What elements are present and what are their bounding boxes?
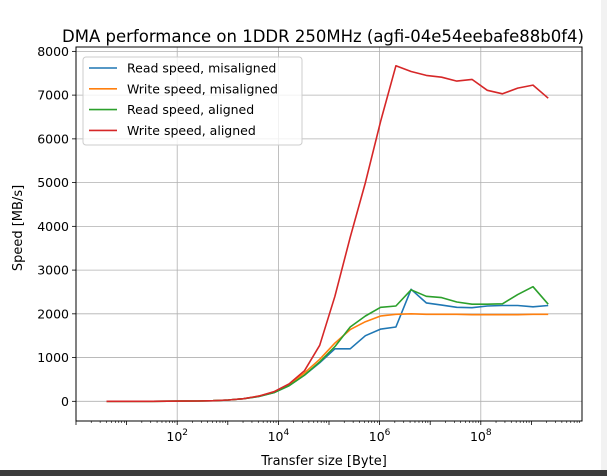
window-bottom-bar: [0, 470, 607, 476]
x-tick-label-base: 10: [268, 429, 284, 444]
legend-label: Read speed, aligned: [127, 102, 254, 117]
legend-box: [82, 56, 303, 146]
legend: Read speed, misaligned Write speed, misal…: [82, 56, 303, 146]
legend-label: Write speed, misaligned: [127, 81, 278, 96]
y-axis-ticks: 0 1000 2000 3000 4000 5000 6000 7000 8000: [37, 44, 76, 409]
y-tick-label: 8000: [37, 44, 69, 59]
x-tick-label-exponent: 8: [486, 428, 492, 438]
y-axis-label: Speed [MB/s]: [11, 185, 26, 271]
y-tick-label: 7000: [37, 88, 69, 103]
y-tick-label: 2000: [37, 306, 69, 321]
x-tick-label-exponent: 4: [283, 428, 289, 438]
y-tick-label: 4000: [37, 219, 69, 234]
y-tick-label: 1000: [37, 350, 69, 365]
chart-title: DMA performance on 1DDR 250MHz (agfi-04e…: [62, 27, 584, 46]
x-tick-label: 106: [369, 428, 391, 444]
x-axis-label: Transfer size [Byte]: [260, 454, 387, 469]
series-line-4: [106, 65, 549, 403]
series-lines: [106, 65, 549, 403]
x-tick-label: 104: [268, 428, 290, 444]
x-tick-label-base: 10: [470, 429, 486, 444]
window-edge: [601, 0, 607, 470]
legend-label: Write speed, aligned: [127, 123, 256, 138]
x-tick-label-exponent: 6: [385, 428, 391, 438]
y-tick-label: 3000: [37, 263, 69, 278]
y-tick-label: 5000: [37, 175, 69, 190]
x-tick-label: 102: [166, 428, 188, 444]
y-tick-label: 6000: [37, 131, 69, 146]
x-axis-ticks: 102 104 106 108: [75, 421, 580, 444]
x-tick-label: 108: [470, 428, 492, 444]
x-tick-label-base: 10: [369, 429, 385, 444]
y-tick-label: 0: [61, 394, 69, 409]
x-tick-label-exponent: 2: [182, 428, 188, 438]
x-tick-label-base: 10: [166, 429, 182, 444]
legend-label: Read speed, misaligned: [127, 61, 276, 76]
